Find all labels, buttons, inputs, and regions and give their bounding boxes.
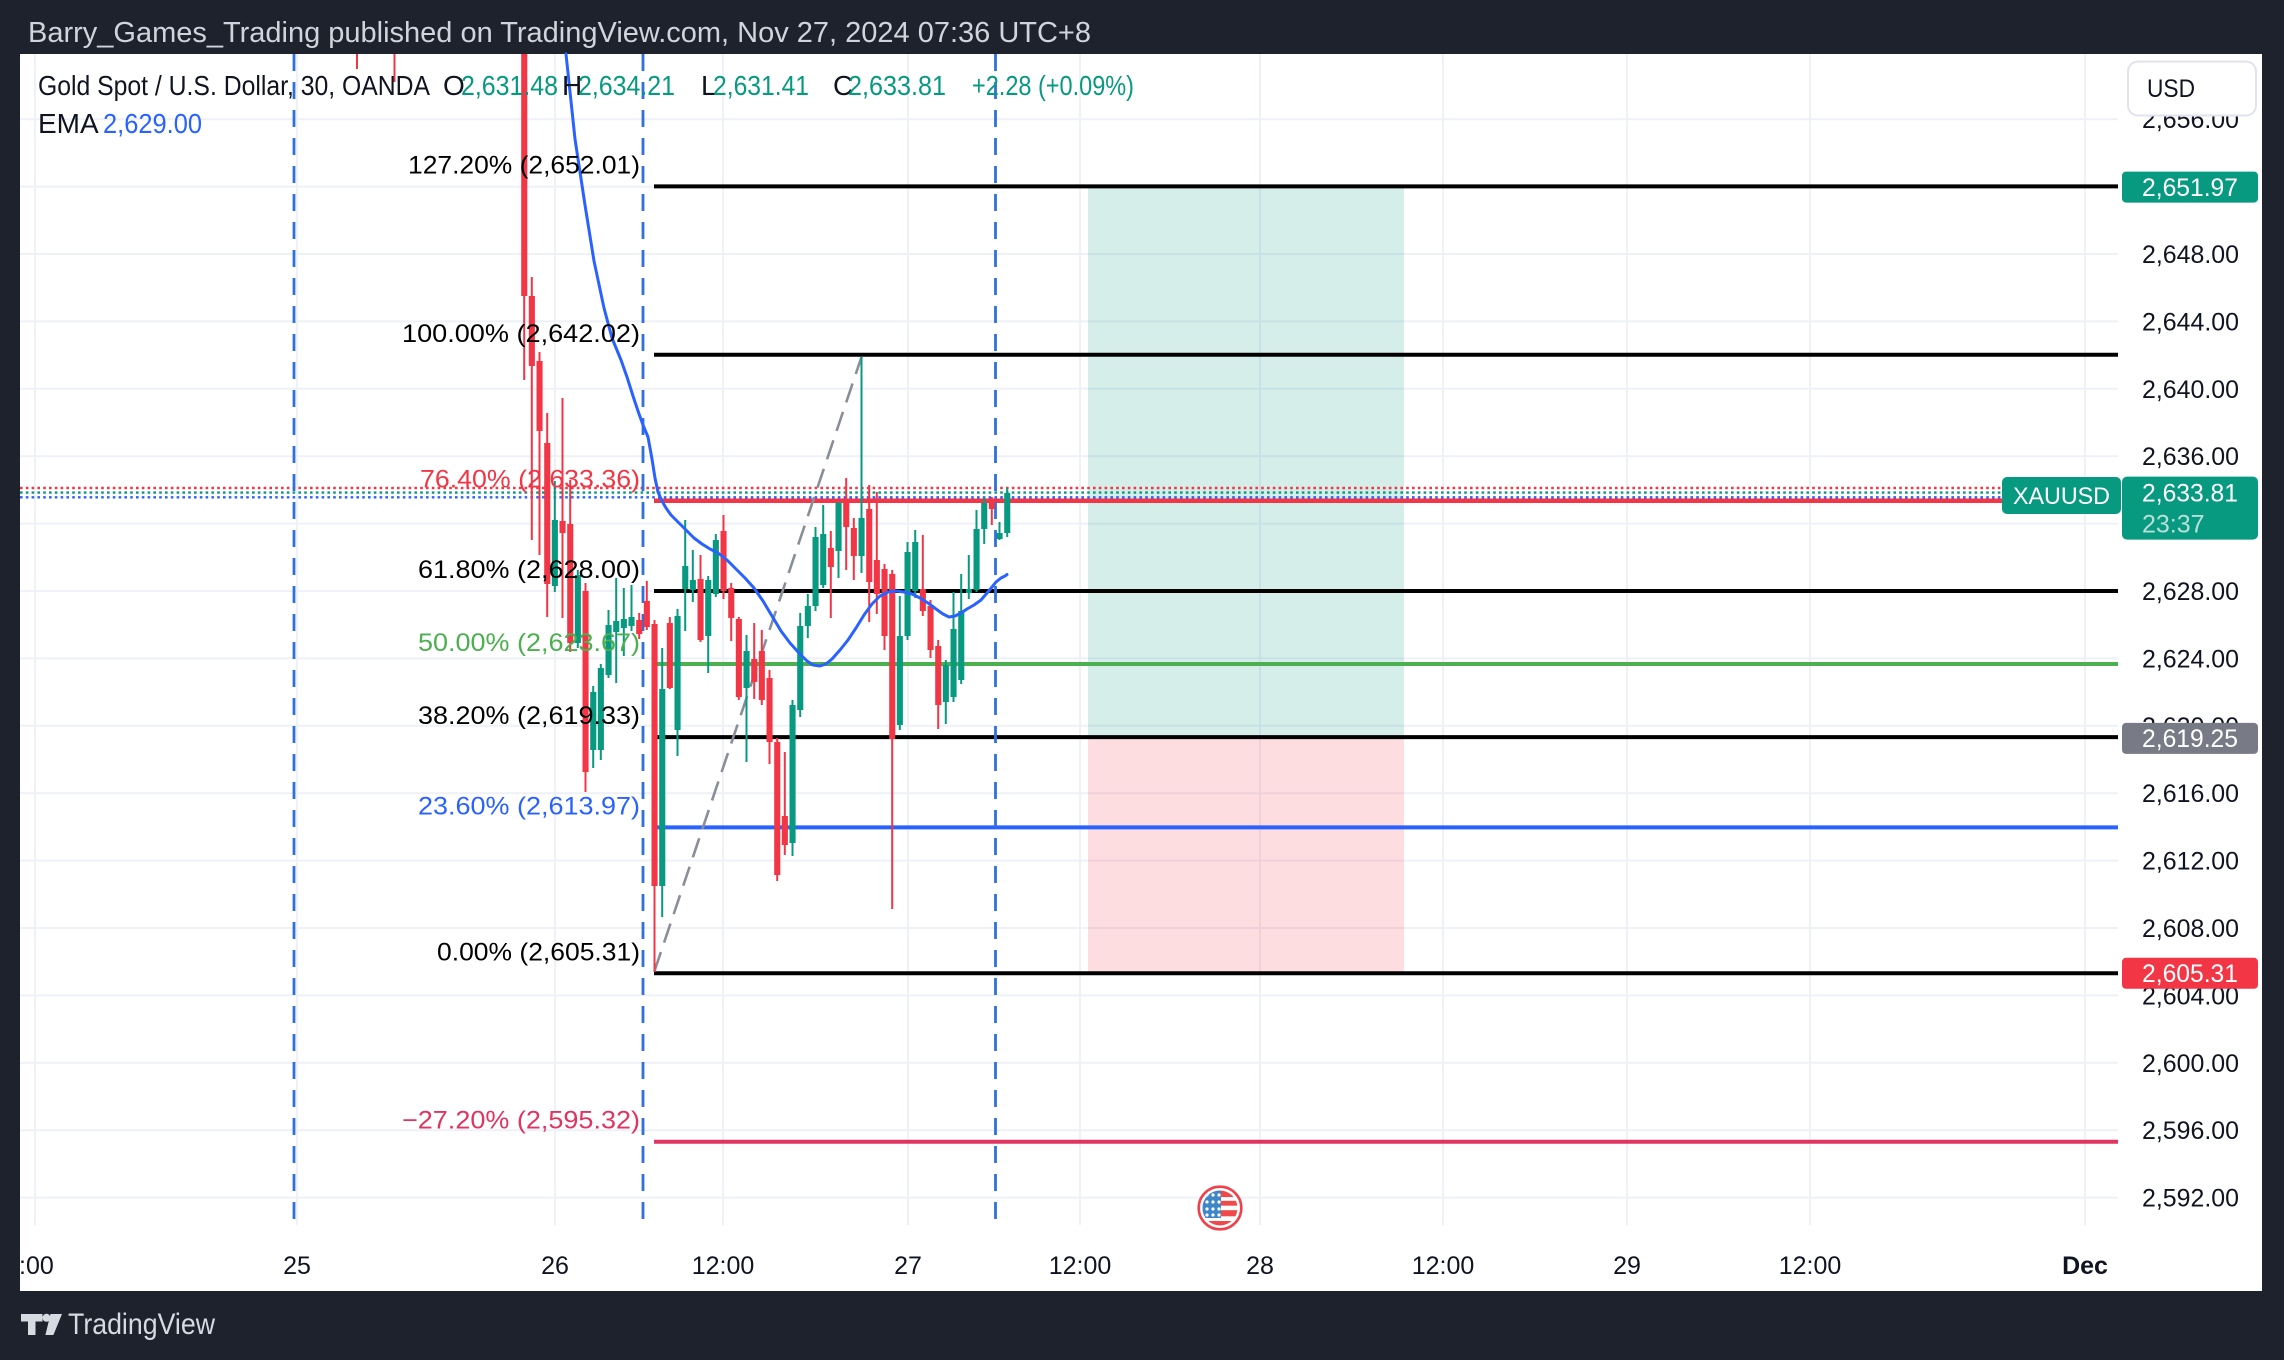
svg-text:2,651.97: 2,651.97 — [2142, 174, 2238, 202]
svg-text:2,640.00: 2,640.00 — [2142, 376, 2239, 404]
svg-text:12:00: 12:00 — [1049, 1252, 1112, 1280]
svg-text:2,633.81: 2,633.81 — [2142, 479, 2238, 507]
svg-text:2,648.00: 2,648.00 — [2142, 241, 2239, 269]
svg-text:100.00% (2,642.02): 100.00% (2,642.02) — [402, 320, 640, 348]
svg-text:26: 26 — [541, 1252, 569, 1280]
svg-text:28: 28 — [1246, 1252, 1274, 1280]
svg-text:2,608.00: 2,608.00 — [2142, 915, 2239, 943]
svg-text:12:00: 12:00 — [1779, 1252, 1842, 1280]
svg-text:27: 27 — [894, 1252, 922, 1280]
svg-text:Barry_Games_Trading published: Barry_Games_Trading published on Trading… — [28, 17, 1091, 49]
svg-text:12:00: 12:00 — [692, 1252, 755, 1280]
svg-text:+2.28 (+0.09%): +2.28 (+0.09%) — [972, 70, 1134, 101]
svg-text:2,592.00: 2,592.00 — [2142, 1185, 2239, 1213]
svg-text:2,631.41: 2,631.41 — [713, 70, 809, 101]
svg-text:TradingView: TradingView — [68, 1308, 215, 1341]
svg-text:2,628.00: 2,628.00 — [2142, 578, 2239, 606]
svg-text:2,644.00: 2,644.00 — [2142, 308, 2239, 336]
svg-text:2,629.00: 2,629.00 — [103, 108, 202, 139]
svg-text:2,634.21: 2,634.21 — [578, 70, 675, 101]
svg-text:EMA: EMA — [38, 108, 99, 139]
svg-text:23.60% (2,613.97): 23.60% (2,613.97) — [418, 792, 640, 820]
svg-text:76.40% (2,633.36): 76.40% (2,633.36) — [420, 466, 640, 494]
svg-text:2,600.00: 2,600.00 — [2142, 1050, 2239, 1078]
svg-text::00: :00 — [19, 1252, 54, 1280]
svg-text:Dec: Dec — [2062, 1252, 2108, 1280]
svg-text:29: 29 — [1613, 1252, 1641, 1280]
svg-text:2,612.00: 2,612.00 — [2142, 848, 2239, 876]
svg-text:127.20% (2,652.01): 127.20% (2,652.01) — [408, 151, 640, 179]
svg-text:2,605.31: 2,605.31 — [2142, 960, 2238, 988]
svg-text:25: 25 — [283, 1252, 311, 1280]
svg-text:2,633.81: 2,633.81 — [848, 70, 946, 101]
svg-text:2,636.00: 2,636.00 — [2142, 443, 2239, 471]
svg-text:H: H — [562, 70, 582, 101]
svg-text:L: L — [701, 70, 717, 101]
svg-text:2,596.00: 2,596.00 — [2142, 1117, 2239, 1145]
svg-text:12:00: 12:00 — [1412, 1252, 1475, 1280]
svg-text:61.80% (2,628.00): 61.80% (2,628.00) — [418, 556, 640, 584]
svg-text:2,624.00: 2,624.00 — [2142, 645, 2239, 673]
svg-text:38.20% (2,619.33): 38.20% (2,619.33) — [418, 702, 640, 730]
svg-text:USD: USD — [2147, 75, 2195, 103]
svg-text:2,631.48: 2,631.48 — [461, 70, 558, 101]
svg-text:C: C — [833, 70, 853, 101]
svg-text:50.00% (2,623.67): 50.00% (2,623.67) — [418, 629, 640, 657]
svg-text:O: O — [443, 70, 465, 101]
svg-text:2,616.00: 2,616.00 — [2142, 780, 2239, 808]
svg-text:Gold Spot / U.S. Dollar, 30, O: Gold Spot / U.S. Dollar, 30, OANDA — [38, 70, 430, 101]
svg-text:2,619.25: 2,619.25 — [2142, 725, 2238, 753]
svg-text:XAUUSD: XAUUSD — [2013, 483, 2110, 510]
svg-text:−27.20% (2,595.32): −27.20% (2,595.32) — [402, 1107, 640, 1135]
svg-text:0.00% (2,605.31): 0.00% (2,605.31) — [437, 938, 640, 966]
svg-text:23:37: 23:37 — [2142, 510, 2205, 538]
